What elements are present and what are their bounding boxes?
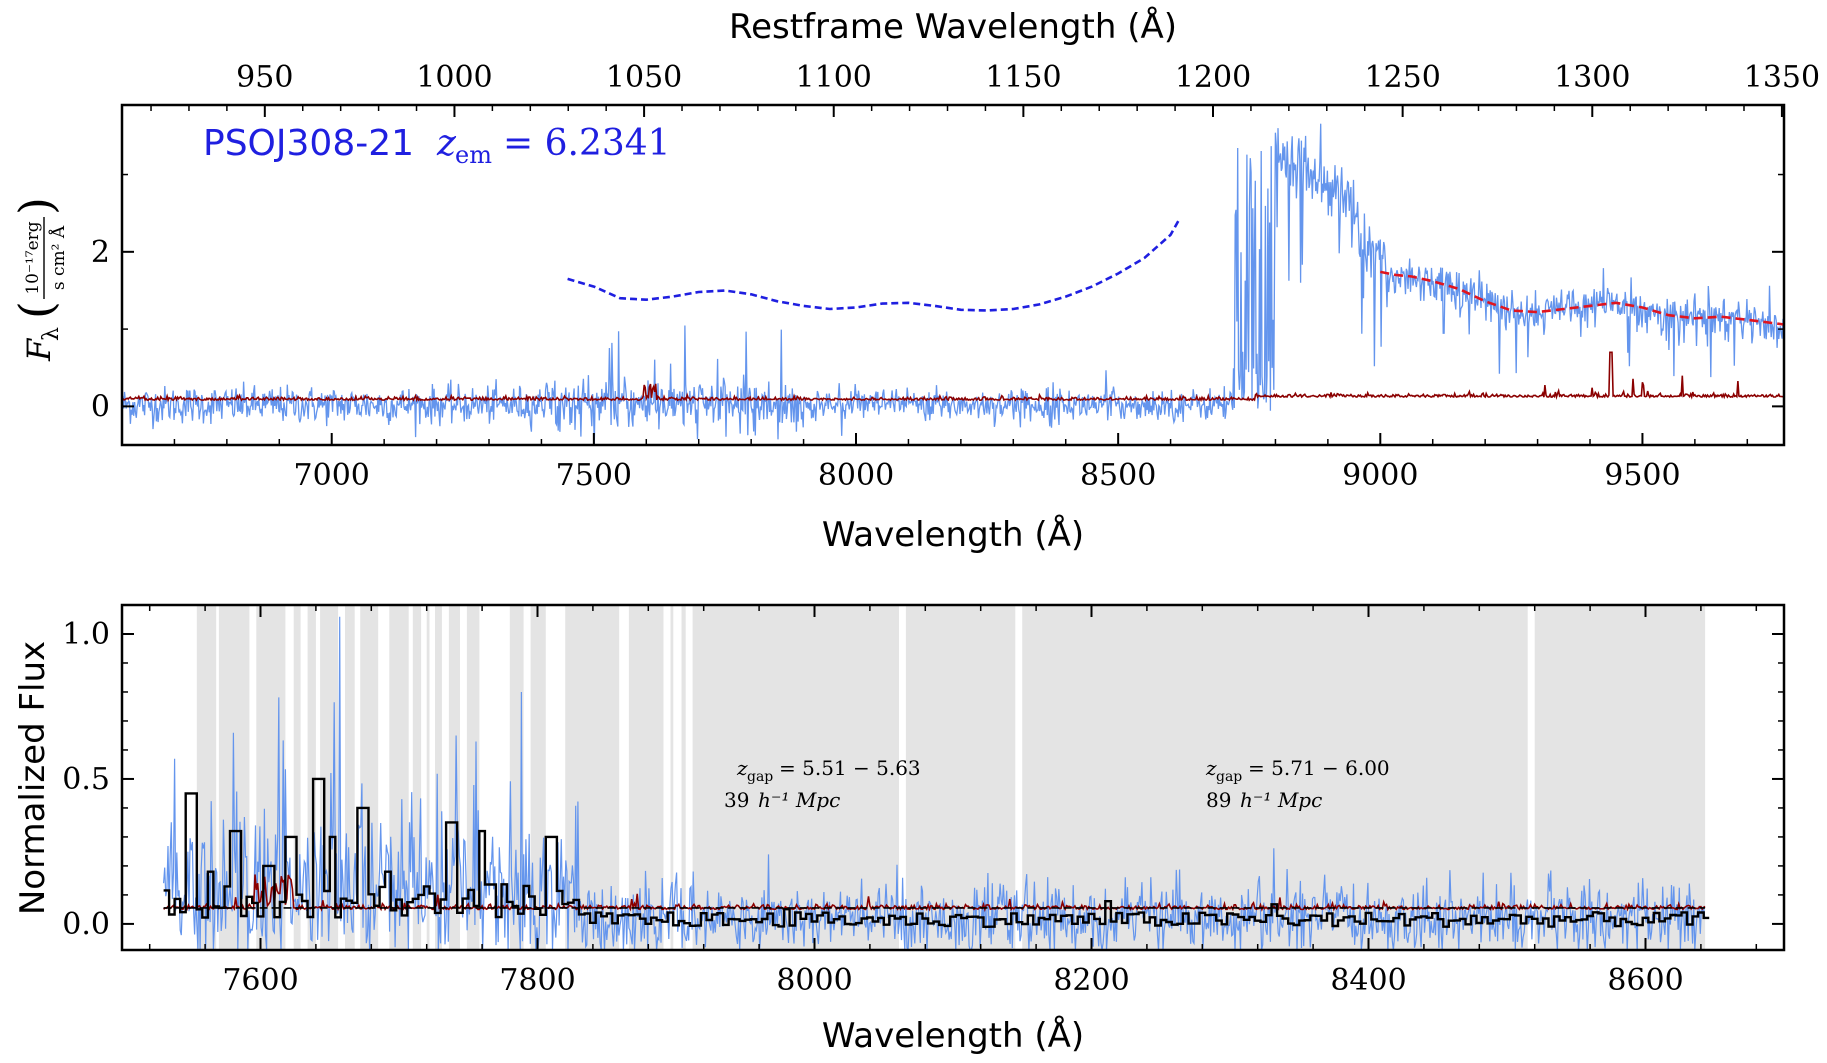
top-ytick-label: 2: [91, 235, 110, 270]
bottom-ticks: 7600 7800 8000 8200 8400 8600 0.0 0.5 1.0: [62, 604, 1784, 998]
bottom-ytick-label: 1.0: [62, 617, 110, 652]
top-x2tick-label: 1050: [606, 60, 682, 95]
top-xtick-label: 7500: [556, 458, 632, 493]
bottom-y-axis-label: Normalized Flux: [13, 641, 53, 915]
top-x2tick-label: 1100: [796, 60, 872, 95]
gap1-range: = 5.51 − 5.63: [779, 756, 921, 780]
top-x-axis-label: Wavelength (Å): [822, 514, 1084, 555]
top-x2tick-label: 950: [236, 60, 293, 95]
gap-shade-region: [345, 605, 355, 950]
gap-shade-region: [435, 605, 442, 950]
top-ylabel-lambda: λ: [39, 327, 64, 341]
gap-shade-region: [389, 605, 409, 950]
top-ylabel-paren-open: (: [9, 301, 63, 319]
gap-shade-region: [905, 605, 1016, 950]
bottom-x-axis-label: Wavelength (Å): [822, 1015, 1084, 1056]
top-xtick-label: 8500: [1080, 458, 1156, 493]
bottom-xtick-label: 8200: [1053, 963, 1129, 998]
top-frame: [120, 103, 1786, 447]
top-x2tick-label: 1000: [416, 60, 492, 95]
top-ylabel-unit-den: s cm² Å: [48, 225, 69, 290]
gap2-size: 89: [1206, 788, 1231, 812]
top-continuum-series: [567, 220, 1785, 326]
gap-shade-region: [466, 605, 480, 950]
gap2-unit: h⁻¹ Mpc: [1240, 788, 1322, 812]
bottom-binned-series: [163, 777, 1710, 928]
top-y-axis-label: F λ ( 10⁻¹⁷erg s cm² Å ): [9, 197, 69, 362]
gap2-range: = 5.71 − 6.00: [1248, 756, 1390, 780]
gap-shade-region: [426, 605, 430, 950]
bottom-xtick-label: 8000: [776, 963, 852, 998]
top-ylabel-unit-num: 10⁻¹⁷erg: [23, 221, 43, 294]
gap-shade-region: [448, 605, 460, 950]
gap-shade-region: [293, 605, 301, 950]
bottom-frame: [120, 603, 1786, 952]
top-x2tick-label: 1300: [1554, 60, 1630, 95]
bottom-xtick-label: 8400: [1330, 963, 1406, 998]
top-xtick-label: 9500: [1604, 458, 1680, 493]
gap-shade-region: [1534, 605, 1706, 950]
gap1-unit: h⁻¹ Mpc: [758, 788, 840, 812]
gap2-sub: gap: [1216, 769, 1242, 785]
quasar-label: PSOJ308-21 z em = 6.2341: [203, 123, 671, 169]
top-ytick-label: 0: [91, 389, 110, 424]
gap2-z: z: [1205, 756, 1217, 780]
quasar-z-symbol: z: [436, 123, 457, 164]
gap-shade-region: [692, 605, 899, 950]
top-x2tick-label: 1250: [1364, 60, 1440, 95]
bottom-panel: 7600 7800 8000 8200 8400 8600 0.0 0.5 1.0 Wavele…: [13, 603, 1786, 1056]
bottom-error-series: [163, 874, 1706, 913]
gap1-z: z: [736, 756, 748, 780]
gap-shade-region: [412, 605, 422, 950]
gap-shade-region: [681, 605, 686, 950]
bottom-xtick-label: 7600: [222, 963, 298, 998]
bottom-xtick-label: 7800: [499, 963, 575, 998]
quasar-name: PSOJ308-21: [203, 123, 414, 164]
bottom-ytick-label: 0.5: [62, 762, 110, 797]
gap-shade-region: [307, 605, 316, 950]
gap-shade-region: [670, 605, 674, 950]
gap-annotation-1: z gap = 5.51 − 5.63 39 h⁻¹ Mpc z gap = 5…: [724, 756, 1390, 812]
top-panel: 7000 7500 8000 8500 9000 9500 950 1000 1050 1100 1…: [9, 6, 1820, 555]
gap1-size: 39: [724, 788, 749, 812]
bottom-xtick-label: 8600: [1607, 963, 1683, 998]
red-continuum-line: [1380, 270, 1785, 326]
top-ylabel-f: F: [20, 337, 58, 362]
top-xtick-label: 8000: [818, 458, 894, 493]
top-x2tick-label: 1350: [1744, 60, 1820, 95]
top-error-series: [121, 351, 1785, 403]
top-x2tick-label: 1200: [1175, 60, 1251, 95]
top-ticks: 7000 7500 8000 8500 9000 9500 950 1000 1050 1100 1…: [91, 60, 1820, 493]
top-x2tick-label: 1150: [985, 60, 1061, 95]
top-error-line: [121, 351, 1785, 403]
bottom-error-line: [163, 874, 1706, 913]
quasar-z-subscript: em: [455, 141, 492, 169]
gap-shade-region: [530, 605, 546, 950]
top-xtick-label: 9000: [1342, 458, 1418, 493]
gap1-sub: gap: [747, 769, 773, 785]
bottom-ytick-label: 0.0: [62, 907, 110, 942]
top-plot-area: [122, 105, 1784, 445]
quasar-redshift-value: = 6.2341: [503, 123, 671, 164]
top-ylabel-paren-close: ): [9, 197, 63, 215]
top-xtick-label: 7000: [294, 458, 370, 493]
top-restframe-axis-label: Restframe Wavelength (Å): [729, 6, 1177, 47]
blue-continuum-line: [567, 220, 1180, 312]
bottom-binned-step-line: [163, 777, 1710, 928]
